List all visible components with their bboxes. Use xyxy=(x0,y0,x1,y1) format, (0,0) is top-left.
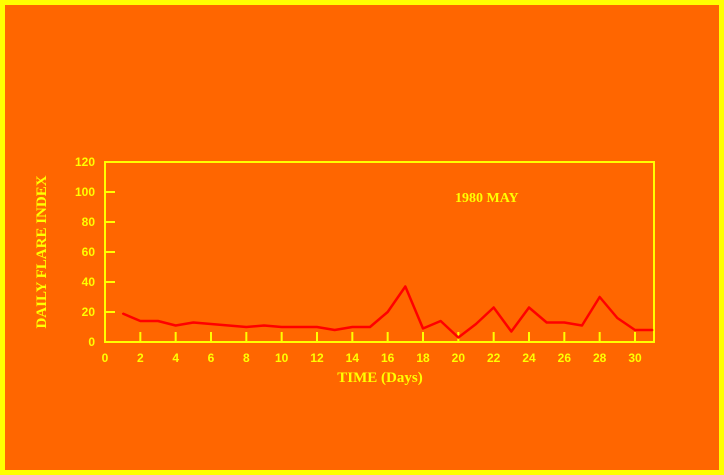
data-point xyxy=(439,320,442,322)
data-point xyxy=(316,326,318,328)
chart-annotation: 1980 MAY xyxy=(455,191,519,206)
x-tick-label: 8 xyxy=(243,351,250,365)
y-tick-label: 100 xyxy=(75,185,95,199)
x-tick-label: 4 xyxy=(172,351,179,365)
data-point xyxy=(581,324,583,327)
y-tick-label: 40 xyxy=(82,275,96,289)
data-point xyxy=(157,320,159,322)
data-point xyxy=(174,324,177,327)
x-tick-label: 16 xyxy=(381,351,395,365)
data-point xyxy=(333,329,336,331)
data-point xyxy=(651,329,654,331)
x-axis-label: TIME (Days) xyxy=(337,370,422,386)
data-point xyxy=(634,329,636,331)
data-point xyxy=(457,336,460,339)
x-tick-label: 28 xyxy=(593,351,607,365)
data-point xyxy=(351,326,354,328)
data-point xyxy=(263,324,265,327)
data-point xyxy=(121,312,124,315)
plot-frame xyxy=(104,161,655,343)
data-point xyxy=(528,306,530,309)
x-tick-label: 18 xyxy=(416,351,430,365)
data-point xyxy=(510,330,513,333)
data-point xyxy=(616,317,619,319)
y-tick-label: 0 xyxy=(88,335,95,349)
data-point xyxy=(280,326,283,328)
x-tick-label: 12 xyxy=(310,351,324,365)
data-point xyxy=(492,306,495,309)
data-point xyxy=(192,321,195,324)
x-tick-label: 24 xyxy=(522,351,536,365)
y-tick-label: 20 xyxy=(82,305,96,319)
x-tick-label: 0 xyxy=(102,351,109,365)
x-tick-label: 26 xyxy=(558,351,572,365)
data-point xyxy=(563,321,566,324)
y-tick-label: 120 xyxy=(75,155,95,169)
data-point xyxy=(475,323,477,325)
y-axis-label: DAILY FLARE INDEX xyxy=(34,175,50,328)
x-tick-label: 20 xyxy=(452,351,466,365)
data-point xyxy=(598,296,601,298)
chart-background xyxy=(5,5,719,470)
x-tick-label: 6 xyxy=(208,351,215,365)
data-point xyxy=(545,321,548,324)
data-point xyxy=(245,326,248,328)
y-tick-label: 60 xyxy=(82,245,96,259)
data-point xyxy=(369,326,371,328)
data-point xyxy=(139,320,142,322)
data-point xyxy=(422,327,424,330)
y-tick-label: 80 xyxy=(82,215,96,229)
x-tick-label: 22 xyxy=(487,351,501,365)
x-tick-label: 30 xyxy=(628,351,642,365)
data-point xyxy=(227,324,230,327)
data-point xyxy=(298,326,301,328)
data-point xyxy=(210,323,212,325)
data-point xyxy=(404,285,407,288)
x-tick-label: 2 xyxy=(137,351,144,365)
x-tick-label: 14 xyxy=(346,351,360,365)
x-tick-label: 10 xyxy=(275,351,289,365)
data-point xyxy=(386,311,389,313)
